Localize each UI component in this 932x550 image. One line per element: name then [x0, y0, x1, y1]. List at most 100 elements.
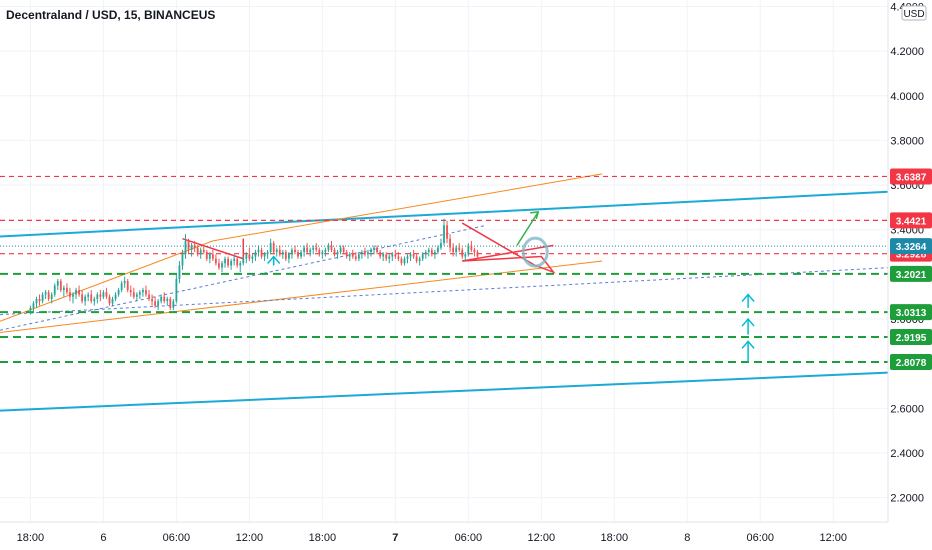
candle-body [388, 256, 391, 259]
candle-body [126, 281, 129, 291]
candle-body [93, 298, 96, 302]
candle-body [318, 249, 321, 255]
candle-body [467, 245, 470, 255]
candle-body [69, 292, 71, 297]
candle-body [324, 249, 327, 253]
candle-body [446, 225, 448, 239]
candle-body [443, 225, 445, 244]
candle-body [123, 281, 126, 284]
candle-body [205, 252, 208, 259]
candle-body [330, 245, 333, 250]
candle-body [297, 252, 299, 257]
candle-body [208, 254, 211, 259]
candle-body [291, 249, 293, 255]
candle-body [342, 247, 345, 253]
red-wedge-right [461, 222, 556, 274]
current-price-badge-label: 3.3264 [896, 242, 927, 253]
candle-body [440, 243, 442, 248]
candle-body [239, 263, 242, 266]
candle-body [190, 245, 193, 250]
candle-body [351, 254, 354, 257]
up-arrow-icon-head [741, 293, 755, 302]
candle-body [65, 287, 68, 293]
x-tick-label: 12:00 [819, 532, 847, 544]
candle-body [303, 247, 306, 253]
candle-body [464, 254, 467, 257]
candle-body [120, 283, 123, 291]
candle-body [215, 258, 217, 264]
candle-body [117, 290, 120, 295]
green-arrow-icon [516, 211, 539, 246]
x-tick-label: 06:00 [163, 532, 191, 544]
candle-body [364, 252, 366, 255]
candle-body [315, 247, 318, 250]
candle-body [163, 296, 166, 302]
candle-body [233, 258, 236, 261]
green-arrow-head-icon [530, 210, 540, 220]
candle-body [336, 252, 339, 255]
candle-body [470, 245, 473, 250]
candle-body [114, 294, 117, 299]
candle-body [373, 247, 375, 250]
candle-body [287, 254, 290, 259]
candle-body [196, 247, 199, 255]
candle-body [266, 252, 269, 255]
candle-body [409, 254, 412, 257]
candle-body [50, 294, 53, 299]
candle-body [38, 298, 41, 302]
candle-body [397, 256, 400, 259]
candle-body [29, 307, 32, 311]
candle-body [339, 247, 342, 253]
candle-body [403, 258, 406, 264]
candle-body [230, 261, 233, 266]
candle-body [169, 298, 172, 308]
x-tick-label: 06:00 [747, 532, 775, 544]
candle-body [321, 252, 324, 255]
candle-body [87, 294, 90, 297]
x-tick-label: 18:00 [601, 532, 629, 544]
candle-body [142, 290, 144, 293]
candle-body [455, 247, 458, 253]
candle-body [345, 252, 348, 257]
candle-body [452, 247, 455, 253]
candle-body [242, 258, 245, 264]
candle-body [248, 254, 251, 259]
trend-line-dotted-upper [0, 224, 487, 331]
candle-body [236, 258, 239, 266]
candle-body [449, 238, 451, 248]
time-axis [0, 522, 932, 550]
candle-body [102, 292, 105, 297]
candle-body [178, 265, 181, 279]
candle-body [218, 263, 220, 268]
price-level-badge-label: 3.0313 [896, 308, 927, 319]
y-tick-label: 2.4000 [890, 448, 924, 460]
channel-lower-line [0, 371, 889, 412]
candle-body [199, 249, 202, 255]
y-tick-label: 3.8000 [890, 135, 924, 147]
candle-body [160, 296, 163, 302]
candle-body [41, 294, 44, 302]
x-tick-label: 18:00 [309, 532, 337, 544]
candle-body [99, 294, 102, 297]
candle-body [263, 254, 266, 257]
candle-body [473, 249, 476, 253]
candle-body [461, 249, 464, 257]
orange-channel-upper-start [0, 240, 214, 322]
candle-body [32, 303, 35, 308]
channel-upper-line [0, 190, 889, 238]
candle-body [105, 292, 108, 297]
candle-body [412, 254, 415, 257]
candle-body [84, 296, 87, 302]
price-level-badge [890, 265, 932, 282]
candle-body [227, 258, 229, 266]
candle-body [260, 249, 263, 257]
candle-body [406, 256, 409, 259]
candle-body [193, 245, 196, 248]
candle-body [108, 296, 111, 304]
candle-body [333, 249, 336, 255]
x-tick-label: 12:00 [236, 532, 264, 544]
candle-body [62, 287, 65, 291]
candle-body [421, 254, 424, 259]
